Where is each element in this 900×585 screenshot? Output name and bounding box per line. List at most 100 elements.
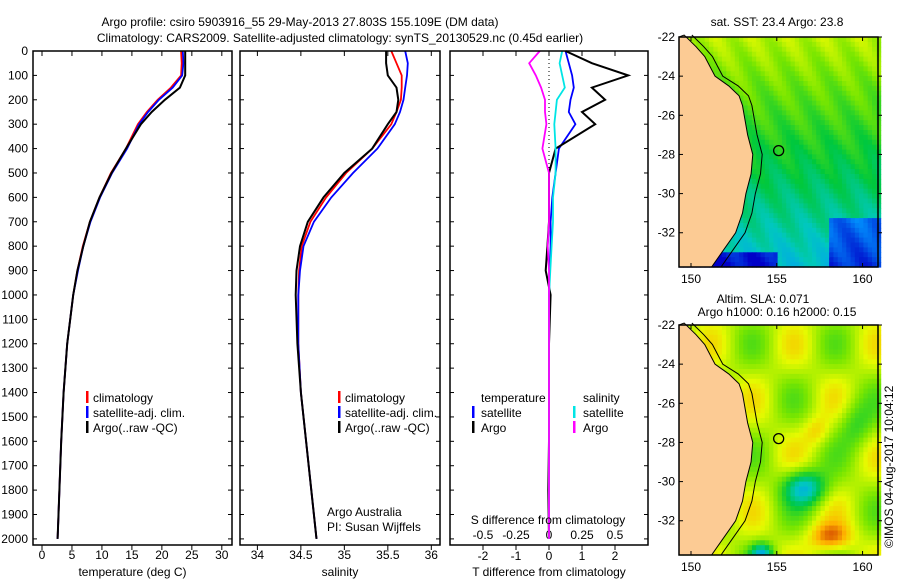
y-tick-label: 800	[8, 239, 28, 253]
map-cell	[824, 349, 830, 355]
map-cell	[786, 203, 792, 209]
map-cell	[872, 413, 877, 419]
map-cell	[820, 452, 826, 458]
map-cell	[824, 359, 830, 365]
map-cell	[863, 178, 869, 185]
map-cell	[790, 257, 796, 263]
map-cell	[854, 56, 860, 63]
map-cell	[743, 506, 749, 512]
map-cell	[799, 457, 804, 463]
map-cell	[846, 218, 852, 224]
map-cell	[859, 334, 864, 341]
map-cell	[859, 41, 864, 48]
map-cell	[816, 164, 822, 170]
map-cell	[863, 95, 869, 102]
map-cell	[730, 550, 736, 556]
map-cell	[824, 169, 830, 175]
map-cell	[867, 208, 873, 214]
map-cell	[850, 223, 856, 229]
map-cell	[751, 506, 757, 512]
map-cell	[816, 373, 822, 380]
map-cell	[872, 169, 877, 175]
map-cell	[781, 349, 787, 355]
map-cell	[747, 413, 753, 419]
map-cell	[812, 476, 817, 483]
map-cell	[777, 349, 783, 355]
map-cell	[867, 262, 873, 268]
map-cell	[863, 398, 869, 404]
map-cell	[820, 198, 826, 204]
map-cell	[773, 525, 779, 532]
map-cell	[833, 403, 839, 409]
map-cell	[760, 545, 766, 551]
map-cell	[837, 486, 843, 492]
map-cell	[773, 51, 779, 58]
map-cell	[790, 81, 796, 87]
map-cell	[777, 403, 783, 409]
map-cell	[833, 90, 839, 97]
map-cell	[859, 354, 864, 360]
map-cell	[812, 90, 817, 97]
map-cell	[747, 491, 753, 497]
map-cell	[824, 525, 830, 532]
map-cell	[756, 481, 762, 488]
map-cell	[777, 90, 783, 97]
map-cell	[734, 56, 740, 63]
map-cell	[872, 51, 877, 58]
map-cell	[751, 501, 757, 507]
map-cell	[751, 462, 757, 468]
map-cell	[747, 383, 753, 390]
map-cell	[859, 213, 864, 219]
map-cell	[854, 457, 860, 463]
map-cell	[803, 334, 809, 341]
map-cell	[859, 134, 864, 141]
map-cell	[721, 334, 727, 341]
map-cell	[743, 252, 749, 258]
map-cell	[824, 398, 830, 404]
map-cell	[760, 95, 766, 102]
map-cell	[850, 183, 856, 190]
map-cell	[872, 515, 877, 522]
map-cell	[846, 359, 852, 365]
salinity-legend: climatology satellite-adj. clim. Argo(..…	[327, 391, 437, 534]
map-cell	[721, 359, 727, 365]
map-cell	[842, 41, 847, 48]
map-cell	[872, 457, 877, 463]
map-cell	[799, 85, 804, 92]
map-cell	[807, 41, 813, 48]
map-cell	[786, 427, 792, 434]
map-cell	[726, 46, 732, 53]
map-cell	[867, 427, 873, 434]
map-cell	[807, 457, 813, 463]
map-cell	[863, 550, 869, 556]
map-cell	[867, 545, 873, 551]
map-cell	[867, 247, 873, 253]
y-tick-label: 1300	[1, 361, 28, 375]
map-cell	[816, 223, 822, 229]
map-cell	[764, 115, 770, 121]
map-cell	[816, 208, 822, 214]
map-cell	[833, 373, 839, 380]
map-cell	[773, 110, 779, 116]
map-cell	[833, 535, 839, 541]
map-cell	[867, 398, 873, 404]
map-cell	[829, 447, 834, 453]
map-cell	[829, 262, 834, 268]
map-cell	[773, 125, 779, 131]
map-cell	[829, 56, 834, 63]
legend-swatch-argo	[86, 421, 89, 433]
map-cell	[812, 218, 817, 224]
map-cell	[812, 481, 817, 488]
map-cell	[739, 354, 744, 360]
map-cell	[842, 427, 847, 434]
map-cell	[850, 115, 856, 121]
map-cell	[863, 525, 869, 532]
lon-tick-label: 160	[853, 560, 873, 574]
map-cell	[777, 100, 783, 107]
map-cell	[794, 501, 800, 507]
map-cell	[717, 46, 723, 53]
map-cell	[751, 90, 757, 97]
map-cell	[863, 452, 869, 458]
map-cell	[704, 37, 710, 43]
map-cell	[837, 262, 843, 268]
